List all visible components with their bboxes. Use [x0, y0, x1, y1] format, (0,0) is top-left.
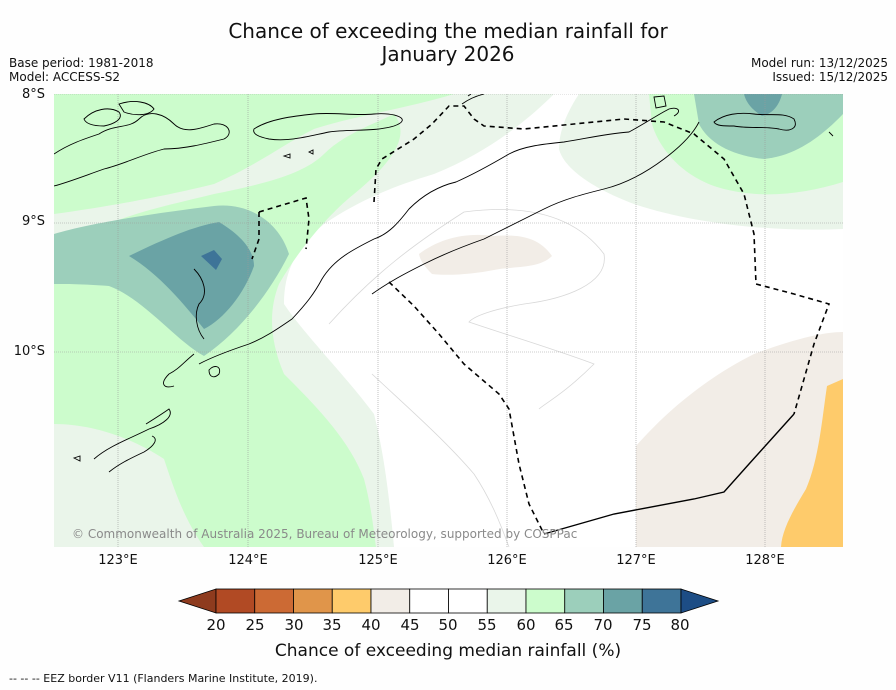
colorbar-tick: 70: [593, 616, 613, 634]
colorbar-cell: [254, 588, 294, 614]
issued-date: Issued: 15/12/2025: [772, 70, 888, 84]
colorbar-title: Chance of exceeding median rainfall (%): [274, 641, 622, 661]
colorbar-cell: [331, 588, 372, 614]
model-name: Model: ACCESS-S2: [9, 70, 121, 84]
colorbar-cell: [486, 588, 527, 614]
base-period: Base period: 1981-2018: [9, 56, 154, 70]
colorbar-cell: [603, 588, 643, 614]
colorbar-tick: 50: [438, 616, 458, 634]
colorbar-tick: 25: [245, 616, 265, 634]
contour-35-40-east: [781, 379, 843, 547]
meta-right: Model run: 13/12/2025 Issued: 15/12/2025: [751, 56, 888, 84]
lat-label-8s: 8°S: [21, 87, 45, 102]
lon-label-125e: 125°E: [358, 553, 398, 568]
contour-65-70-east: [694, 94, 843, 159]
colorbar-tick: 60: [516, 616, 536, 634]
colorbar-extend-high: [680, 588, 720, 614]
colorbar-tick: 80: [670, 616, 690, 634]
lat-label-10s: 10°S: [13, 344, 45, 359]
map-title: Chance of exceeding the median rainfall …: [0, 20, 896, 66]
colorbar-tick: 75: [632, 616, 652, 634]
colorbar-extend-low: [177, 588, 217, 614]
copyright-note: © Commonwealth of Australia 2025, Bureau…: [72, 527, 578, 541]
colorbar: [177, 588, 720, 614]
grid-lines: [54, 94, 843, 547]
coastlines: [54, 94, 834, 473]
lon-label-127e: 127°E: [616, 553, 656, 568]
eez-footnote: -- -- -- EEZ border V11 (Flanders Marine…: [9, 672, 318, 685]
lat-label-9s: 9°S: [21, 214, 45, 229]
title-line-1: Chance of exceeding the median rainfall …: [228, 19, 668, 43]
colorbar-cell: [641, 588, 682, 614]
colorbar-tick: 45: [400, 616, 420, 634]
title-line-2: January 2026: [381, 42, 515, 66]
colorbar-tick: 30: [284, 616, 304, 634]
colorbar-cell: [293, 588, 333, 614]
colorbar-cell: [370, 588, 411, 614]
contour-line-faint-1: [328, 209, 605, 410]
contour-70-75-west: [129, 222, 254, 329]
eez-border: [251, 105, 831, 535]
contour-40-45-east: [636, 332, 843, 547]
colorbar-tick: 20: [206, 616, 226, 634]
contour-75-80-west: [201, 250, 222, 270]
rainfall-map: [54, 94, 843, 547]
lon-label-123e: 123°E: [98, 553, 138, 568]
model-run: Model run: 13/12/2025: [750, 56, 888, 70]
colorbar-cells: [177, 588, 720, 614]
colorbar-cell: [525, 588, 566, 614]
colorbar-tick: 55: [477, 616, 497, 634]
meta-left: Base period: 1981-2018 Model: ACCESS-S2: [9, 56, 154, 84]
lon-label-126e: 126°E: [487, 553, 527, 568]
colorbar-tick: 40: [361, 616, 381, 634]
contour-line-faint-2: [371, 373, 510, 547]
colorbar-tick: 35: [322, 616, 342, 634]
contour-60-65-west: [54, 94, 454, 214]
contour-40-45-centre: [419, 234, 552, 275]
contour-70-75-east: [744, 94, 782, 116]
colorbar-cell: [215, 588, 256, 614]
colorbar-cell: [564, 588, 604, 614]
colorbar-cell: [409, 588, 449, 614]
colorbar-cell: [448, 588, 488, 614]
colorbar-tick: 65: [554, 616, 574, 634]
eez-border-solid-south: [543, 413, 795, 535]
lon-label-128e: 128°E: [745, 553, 785, 568]
lon-label-124e: 124°E: [228, 553, 268, 568]
